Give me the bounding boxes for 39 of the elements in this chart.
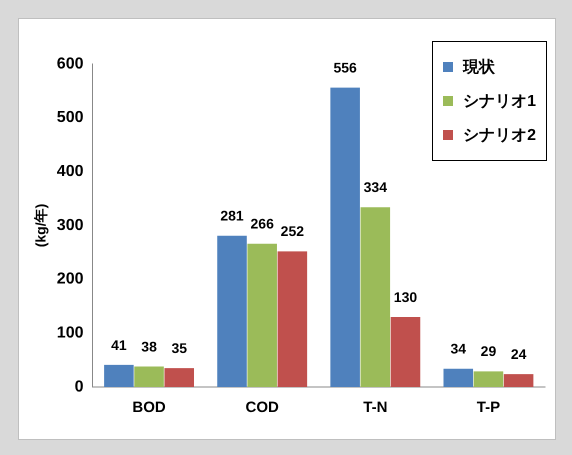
bar xyxy=(330,88,360,387)
bar xyxy=(504,374,534,387)
x-tick-label: BOD xyxy=(132,399,166,416)
bar xyxy=(278,251,308,387)
bar xyxy=(360,207,390,387)
bar xyxy=(390,317,420,387)
x-tick-label: COD xyxy=(246,399,280,416)
data-label: 38 xyxy=(141,338,158,354)
y-axis-title: (kg/年) xyxy=(32,204,48,248)
legend-label: 現状 xyxy=(463,58,496,78)
y-tick-label: 400 xyxy=(56,163,84,180)
y-tick-label: 300 xyxy=(56,216,84,234)
data-label: 34 xyxy=(450,340,466,357)
bar xyxy=(443,368,474,387)
legend-label: シナリオ2 xyxy=(463,126,536,146)
data-label: 35 xyxy=(171,340,188,356)
data-label: 130 xyxy=(394,288,418,305)
y-tick-label: 0 xyxy=(74,378,84,396)
data-label: 266 xyxy=(250,216,274,232)
data-label: 252 xyxy=(280,223,304,240)
y-tick-label: 100 xyxy=(56,324,84,342)
bar xyxy=(134,366,164,387)
bar xyxy=(104,364,134,387)
bar xyxy=(164,368,194,387)
legend-label: シナリオ1 xyxy=(463,92,536,112)
data-label: 29 xyxy=(480,343,496,360)
data-label: 281 xyxy=(220,208,244,224)
bar xyxy=(247,244,277,387)
data-label: 41 xyxy=(111,336,127,353)
data-label: 556 xyxy=(333,60,358,76)
y-tick-label: 600 xyxy=(56,55,84,72)
bar xyxy=(217,236,247,387)
data-label: 334 xyxy=(364,179,388,196)
bar xyxy=(474,371,504,387)
x-tick-label: T-P xyxy=(476,399,500,416)
data-label: 24 xyxy=(510,346,527,362)
y-tick-label: 500 xyxy=(56,109,84,126)
y-tick-label: 200 xyxy=(56,270,84,288)
x-tick-label: T-N xyxy=(363,399,388,416)
